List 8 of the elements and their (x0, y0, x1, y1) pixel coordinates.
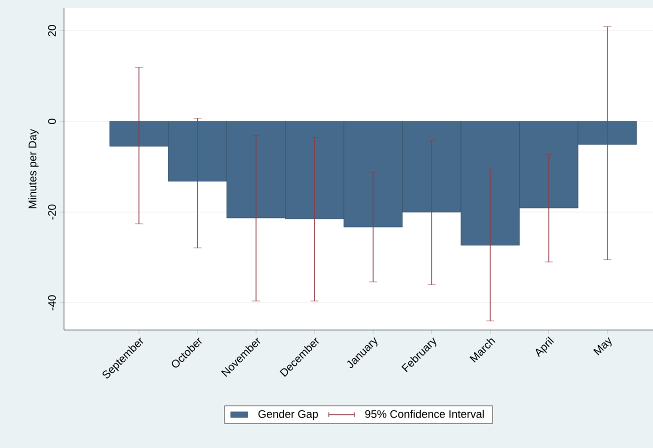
y-axis-title: Minutes per Day (28, 128, 39, 208)
x-tick-label: May (593, 337, 612, 356)
y-tick-label: 0 (48, 118, 56, 124)
y-tick-label: -40 (48, 295, 56, 310)
text: 95% Confidence Interval (365, 410, 484, 418)
legend-label: Gender Gap (258, 410, 318, 420)
y-tick-label: -20 (48, 204, 56, 220)
y-tick-label: 20 (48, 24, 56, 36)
